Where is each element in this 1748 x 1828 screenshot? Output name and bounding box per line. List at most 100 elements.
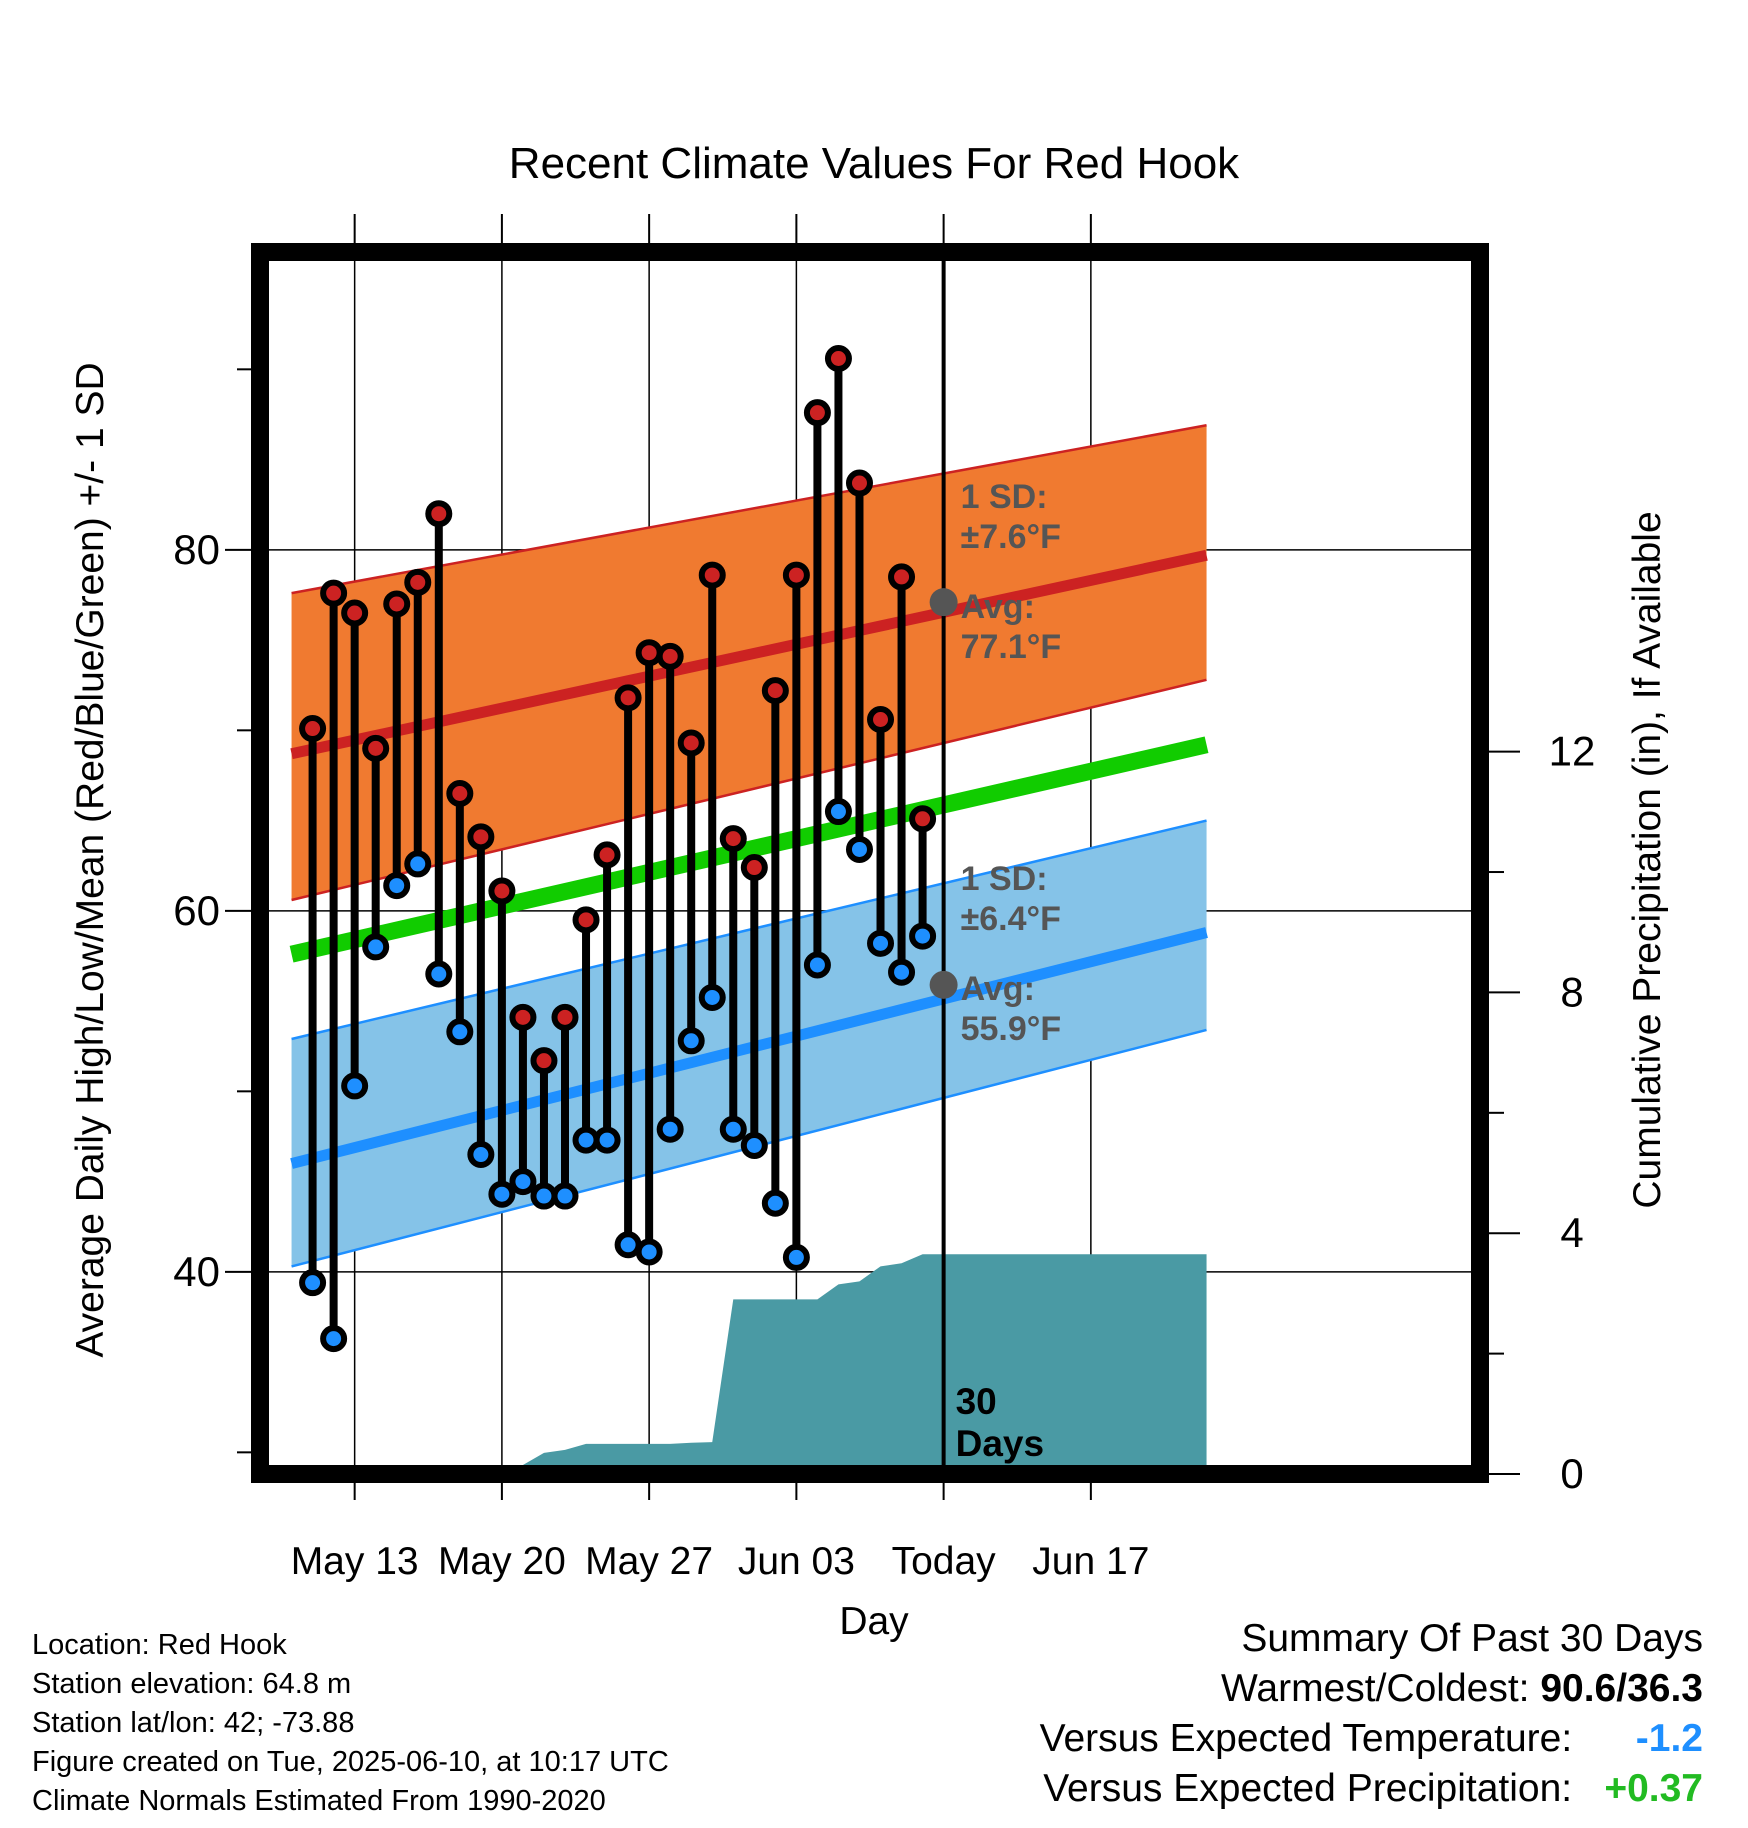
daily-low-point xyxy=(824,798,852,826)
daily-low-point xyxy=(509,1168,537,1196)
summary-panel: Summary Of Past 30 Days Warmest/Coldest:… xyxy=(1040,1614,1703,1814)
y2-tick-label: 12 xyxy=(1549,728,1596,775)
daily-low-point xyxy=(761,1189,789,1217)
daily-high-point xyxy=(362,734,390,762)
elevation-text: Station elevation: 64.8 m xyxy=(32,1668,352,1700)
y2-tick-label: 4 xyxy=(1560,1209,1583,1256)
daily-high-point xyxy=(341,599,369,627)
plot-frame xyxy=(251,243,1489,1483)
today-label-line1: 30 xyxy=(956,1381,997,1422)
daily-low-point xyxy=(677,1027,705,1055)
low-avg-dot xyxy=(929,970,958,999)
precip-value: +0.37 xyxy=(1604,1767,1703,1810)
daily-high-point xyxy=(698,561,726,589)
daily-high-point xyxy=(782,561,810,589)
temp-label: Versus Expected Temperature: xyxy=(1039,1717,1573,1760)
today-label-line2: Days xyxy=(956,1423,1044,1464)
daily-high-point xyxy=(488,877,516,905)
daily-high-point xyxy=(803,399,831,427)
normals-text: Climate Normals Estimated From 1990-2020 xyxy=(32,1785,606,1817)
high-sd-label: 1 SD: xyxy=(961,478,1048,516)
daily-low-point xyxy=(614,1231,642,1259)
daily-high-point xyxy=(593,841,621,869)
daily-high-point xyxy=(888,563,916,591)
x-axis-label: Day xyxy=(839,1600,909,1643)
high-sd-band xyxy=(291,425,1207,901)
high-avg-value: 77.1°F xyxy=(961,628,1062,666)
low-sd-label: 1 SD: xyxy=(961,860,1048,898)
y-axis-label: Average Daily High/Low/Mean (Red/Blue/Gr… xyxy=(69,362,112,1357)
y-tick-label: 40 xyxy=(173,1248,220,1295)
daily-high-point xyxy=(530,1047,558,1075)
high-sd-band-lower-edge xyxy=(291,678,1207,902)
daily-low-point xyxy=(320,1325,348,1353)
daily-low-point xyxy=(551,1182,579,1210)
daily-high-point xyxy=(320,579,348,607)
daily-high-point xyxy=(425,500,453,528)
daily-low-point xyxy=(656,1115,684,1143)
daily-high-point xyxy=(509,1003,537,1031)
high-avg-label: Avg: xyxy=(961,588,1035,626)
daily-high-point xyxy=(677,729,705,757)
low-sd-band-upper-edge xyxy=(291,819,1207,1041)
x-tick-label: May 27 xyxy=(585,1540,713,1583)
precip-label: Versus Expected Precipitation: xyxy=(1043,1767,1573,1810)
daily-high-point xyxy=(824,344,852,372)
daily-high-point xyxy=(845,469,873,497)
precip-row: Versus Expected Precipitation: +0.37 xyxy=(1040,1764,1703,1814)
low-avg-value: 55.9°F xyxy=(961,1010,1062,1048)
warm-cold-row: Warmest/Coldest: 90.6/36.3 xyxy=(1040,1664,1703,1714)
x-tick-label: Today xyxy=(892,1540,997,1583)
x-tick-label: Jun 03 xyxy=(738,1540,855,1583)
daily-low-point xyxy=(488,1180,516,1208)
daily-low-point xyxy=(740,1131,768,1159)
station-info: Location: Red Hook Station elevation: 64… xyxy=(32,1626,669,1821)
high-avg-dot xyxy=(929,588,958,617)
daily-low-point xyxy=(362,933,390,961)
daily-high-point xyxy=(909,805,937,833)
summary-title: Summary Of Past 30 Days xyxy=(1241,1617,1703,1660)
daily-low-point xyxy=(782,1243,810,1271)
daily-low-point xyxy=(383,872,411,900)
x-tick-label: Jun 17 xyxy=(1032,1540,1149,1583)
daily-high-point xyxy=(761,677,789,705)
location-text: Location: Red Hook xyxy=(32,1629,287,1661)
daily-high-point xyxy=(635,639,663,667)
daily-high-point xyxy=(572,906,600,934)
daily-high-point xyxy=(740,854,768,882)
warm-cold-value: 90.6/36.3 xyxy=(1540,1667,1703,1710)
daily-high-point xyxy=(467,823,495,851)
precip-area xyxy=(434,1254,1207,1474)
y-tick-label: 60 xyxy=(173,887,220,934)
temp-value: -1.2 xyxy=(1635,1717,1703,1760)
daily-high-point xyxy=(614,684,642,712)
daily-low-point xyxy=(299,1269,327,1297)
daily-high-point xyxy=(404,568,432,596)
warm-cold-label: Warmest/Coldest: xyxy=(1221,1667,1530,1710)
daily-low-point xyxy=(404,850,432,878)
daily-low-point xyxy=(593,1126,621,1154)
high-sd-value: ±7.6°F xyxy=(961,518,1061,556)
low-avg-label: Avg: xyxy=(961,970,1035,1008)
daily-high-point xyxy=(656,642,684,670)
daily-low-point xyxy=(909,922,937,950)
daily-low-point xyxy=(572,1126,600,1154)
daily-low-point xyxy=(446,1018,474,1046)
daily-low-point xyxy=(867,929,895,957)
daily-low-point xyxy=(635,1238,663,1266)
latlon-text: Station lat/lon: 42; -73.88 xyxy=(32,1707,355,1739)
daily-low-point xyxy=(530,1182,558,1210)
y2-tick-label: 8 xyxy=(1560,968,1583,1015)
created-text: Figure created on Tue, 2025-06-10, at 10… xyxy=(32,1746,669,1778)
mean-normal-line xyxy=(289,736,1209,963)
daily-low-point xyxy=(425,960,453,988)
chart-title: Recent Climate Values For Red Hook xyxy=(509,139,1240,188)
y-tick-label: 80 xyxy=(173,526,220,573)
high-normal-line xyxy=(290,549,1208,760)
y2-tick-label: 0 xyxy=(1560,1450,1583,1497)
daily-low-point xyxy=(341,1072,369,1100)
temp-row: Versus Expected Temperature: -1.2 xyxy=(1040,1714,1703,1764)
daily-low-point xyxy=(719,1115,747,1143)
daily-high-point xyxy=(719,825,747,853)
